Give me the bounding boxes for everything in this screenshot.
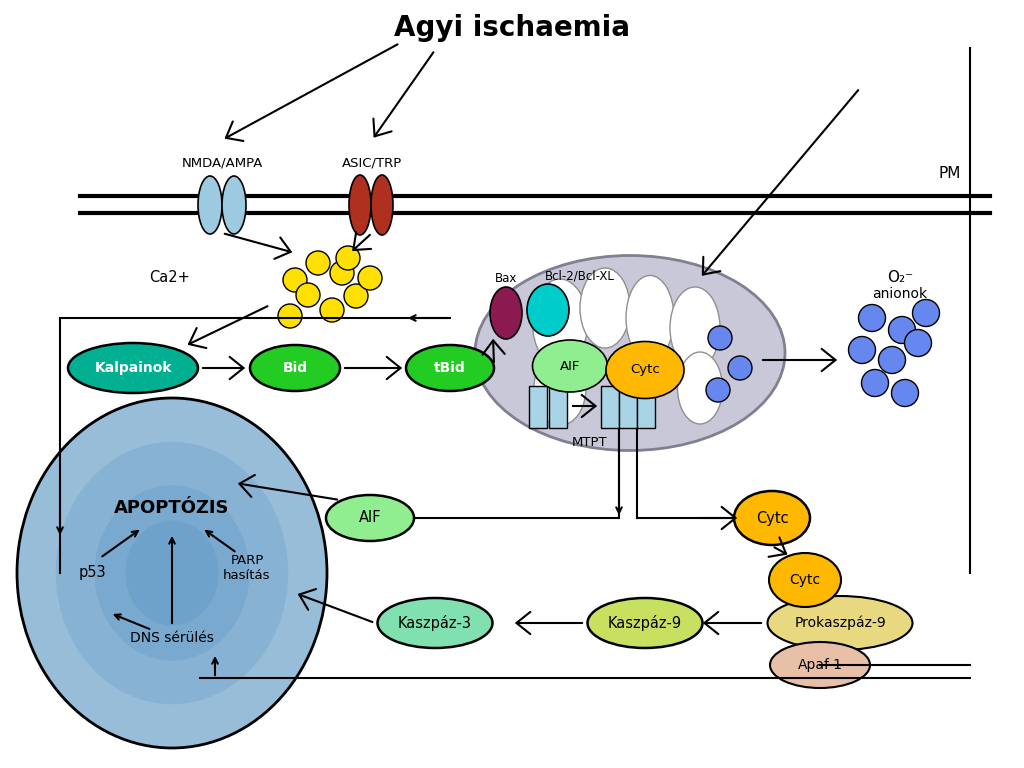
Ellipse shape <box>378 598 493 648</box>
Text: PARP
hasítás: PARP hasítás <box>223 554 270 582</box>
Ellipse shape <box>606 342 684 399</box>
Ellipse shape <box>534 350 586 425</box>
Text: Bcl-2/Bcl-XL: Bcl-2/Bcl-XL <box>545 270 615 283</box>
Text: APOPTÓZIS: APOPTÓZIS <box>115 499 229 517</box>
Ellipse shape <box>892 379 919 406</box>
Ellipse shape <box>858 304 886 332</box>
Text: Agyi ischaemia: Agyi ischaemia <box>394 14 630 42</box>
Ellipse shape <box>278 304 302 328</box>
Ellipse shape <box>580 268 630 348</box>
Ellipse shape <box>708 326 732 350</box>
Text: AIF: AIF <box>560 359 581 372</box>
Ellipse shape <box>198 176 222 234</box>
Ellipse shape <box>490 287 522 339</box>
Text: Kaszpáz-9: Kaszpáz-9 <box>608 615 682 631</box>
FancyBboxPatch shape <box>637 386 655 428</box>
FancyBboxPatch shape <box>601 386 618 428</box>
Ellipse shape <box>406 345 494 391</box>
Ellipse shape <box>904 329 932 356</box>
Ellipse shape <box>68 343 198 393</box>
Text: O₂⁻: O₂⁻ <box>887 270 913 286</box>
Ellipse shape <box>283 268 307 292</box>
Ellipse shape <box>222 176 246 234</box>
Text: Cytc: Cytc <box>756 511 788 525</box>
Ellipse shape <box>296 283 319 307</box>
Ellipse shape <box>371 175 393 235</box>
Ellipse shape <box>728 356 752 380</box>
Ellipse shape <box>336 246 360 270</box>
Ellipse shape <box>706 378 730 402</box>
Ellipse shape <box>769 553 841 607</box>
Ellipse shape <box>678 352 723 424</box>
Ellipse shape <box>588 598 702 648</box>
Text: AIF: AIF <box>358 511 381 525</box>
Ellipse shape <box>326 495 414 541</box>
Ellipse shape <box>55 442 288 704</box>
Ellipse shape <box>330 261 354 285</box>
Text: Cytc: Cytc <box>630 363 659 376</box>
Ellipse shape <box>475 256 785 451</box>
FancyBboxPatch shape <box>549 386 567 428</box>
Ellipse shape <box>889 316 915 343</box>
Ellipse shape <box>768 596 912 650</box>
Text: PM: PM <box>939 165 962 180</box>
Ellipse shape <box>306 251 330 275</box>
Text: anionok: anionok <box>872 287 928 301</box>
Ellipse shape <box>879 346 905 373</box>
Ellipse shape <box>344 284 368 308</box>
Ellipse shape <box>94 485 250 660</box>
Text: Apaf-1: Apaf-1 <box>798 658 843 672</box>
Text: MTPT: MTPT <box>572 436 608 449</box>
Text: Prokaszpáz-9: Prokaszpáz-9 <box>795 616 886 631</box>
Text: DNS sérülés: DNS sérülés <box>130 631 214 645</box>
Ellipse shape <box>349 175 371 235</box>
Ellipse shape <box>670 287 720 369</box>
Text: Kaszpáz-3: Kaszpáz-3 <box>398 615 472 631</box>
Ellipse shape <box>527 284 569 336</box>
Ellipse shape <box>626 276 674 360</box>
Text: Cytc: Cytc <box>790 573 820 587</box>
Ellipse shape <box>849 336 876 363</box>
Text: Bax: Bax <box>495 272 517 284</box>
Ellipse shape <box>358 266 382 290</box>
Ellipse shape <box>861 369 889 396</box>
Text: p53: p53 <box>78 565 105 581</box>
FancyBboxPatch shape <box>618 386 637 428</box>
Ellipse shape <box>532 340 607 392</box>
Text: Kalpainok: Kalpainok <box>94 361 172 375</box>
Ellipse shape <box>734 491 810 545</box>
Ellipse shape <box>532 279 588 367</box>
FancyBboxPatch shape <box>529 386 547 428</box>
Ellipse shape <box>17 398 327 748</box>
Text: Ca2+: Ca2+ <box>150 270 190 286</box>
Ellipse shape <box>319 298 344 322</box>
Text: tBid: tBid <box>434 361 466 375</box>
Text: NMDA/AMPA: NMDA/AMPA <box>181 157 263 170</box>
Ellipse shape <box>250 345 340 391</box>
Text: ASIC/TRP: ASIC/TRP <box>342 157 402 170</box>
Ellipse shape <box>912 300 939 326</box>
Text: Bid: Bid <box>283 361 307 375</box>
Ellipse shape <box>126 521 218 625</box>
Ellipse shape <box>770 642 870 688</box>
